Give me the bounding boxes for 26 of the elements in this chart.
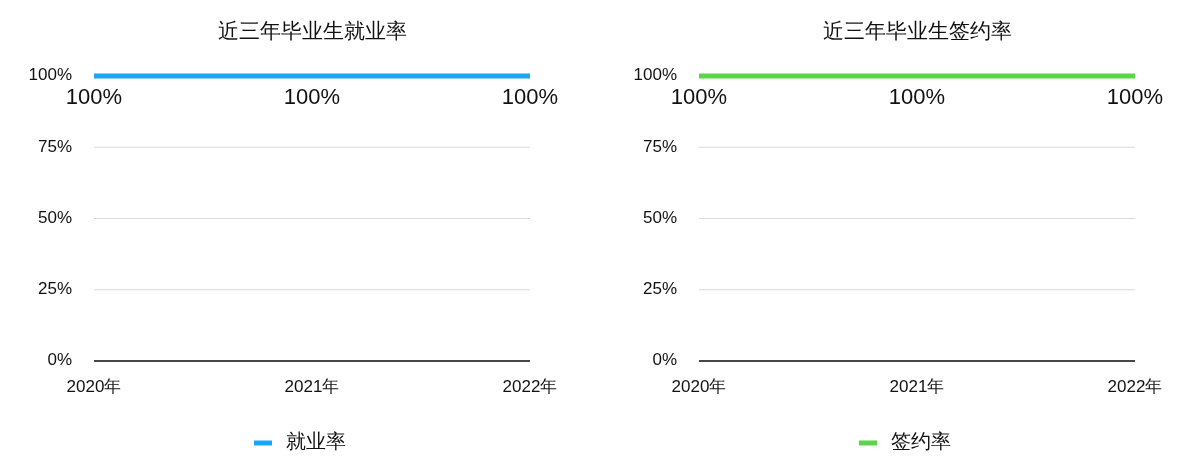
chart-title: 近三年毕业生签约率 <box>822 18 1012 42</box>
y-tick-label: 75% <box>37 136 72 156</box>
y-tick-label: 0% <box>47 350 72 370</box>
data-label: 100% <box>501 83 559 109</box>
y-tick-label: 50% <box>642 207 677 227</box>
x-tick-label: 2020年 <box>66 377 122 397</box>
y-tick-label: 25% <box>37 279 72 299</box>
x-tick-label: 2021年 <box>284 377 340 397</box>
data-label: 100% <box>65 83 123 109</box>
y-tick-label: 100% <box>633 65 677 85</box>
legend-label: 签约率 <box>891 430 951 453</box>
x-tick-label: 2021年 <box>889 377 945 397</box>
data-label: 100% <box>670 83 728 109</box>
legend-label: 就业率 <box>286 430 346 453</box>
data-label: 100% <box>1106 83 1164 109</box>
x-tick-label: 2020年 <box>671 377 727 397</box>
data-label: 100% <box>283 83 341 109</box>
x-tick-label: 2022年 <box>1107 377 1163 397</box>
chart-title: 近三年毕业生就业率 <box>217 18 407 42</box>
x-tick-label: 2022年 <box>502 377 558 397</box>
y-tick-label: 100% <box>28 65 72 85</box>
y-tick-label: 50% <box>37 207 72 227</box>
data-label: 100% <box>888 83 946 109</box>
y-tick-label: 75% <box>642 136 677 156</box>
y-tick-label: 25% <box>642 279 677 299</box>
y-tick-label: 0% <box>652 350 677 370</box>
